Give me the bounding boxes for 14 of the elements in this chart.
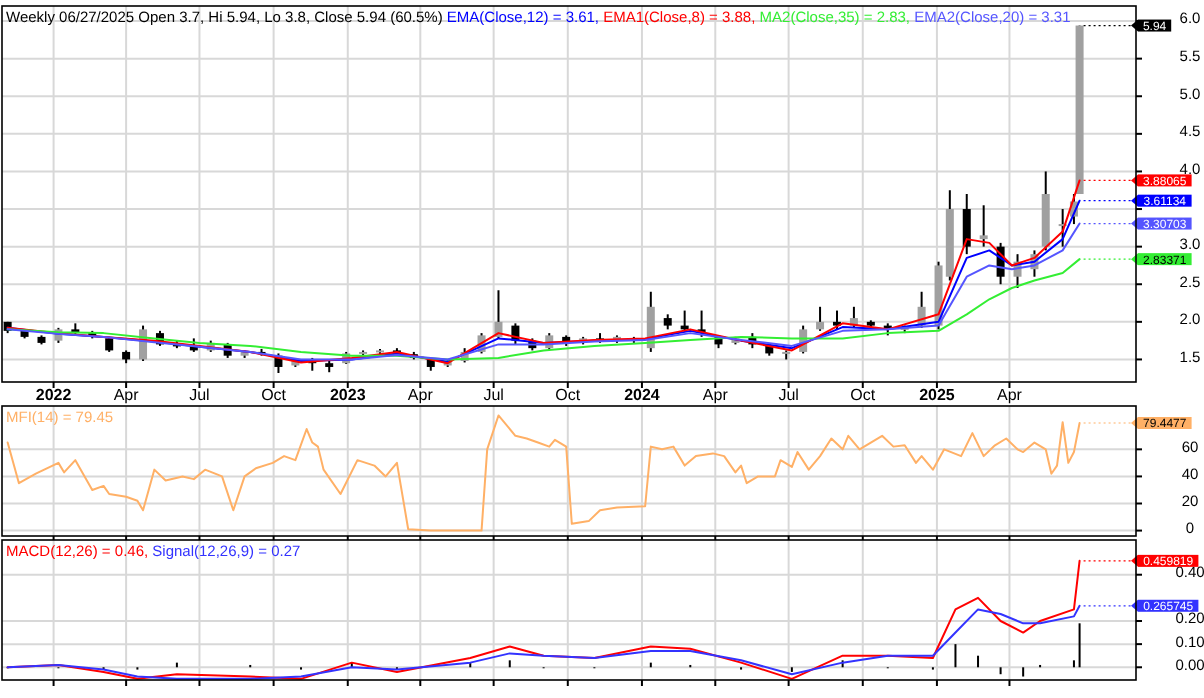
x-tick-label: Oct (850, 386, 877, 404)
x-tick-label: Jul (483, 386, 505, 404)
x-tick-label: Oct (555, 386, 582, 404)
x-tick-label: 2025 (919, 386, 956, 404)
x-tick-label: Jul (189, 386, 211, 404)
x-tick-label: 2024 (624, 386, 661, 404)
x-tick-label: Apr (997, 386, 1023, 404)
x-tick-label: Apr (113, 386, 140, 404)
x-tick-label: 2023 (329, 386, 367, 404)
x-tick-label: Oct (261, 386, 288, 404)
x-tick-label: 2022 (35, 386, 73, 404)
x-tick-label: Jul (778, 386, 800, 404)
x-tick-label: Apr (407, 386, 434, 404)
x-tick-label: Apr (702, 386, 729, 404)
